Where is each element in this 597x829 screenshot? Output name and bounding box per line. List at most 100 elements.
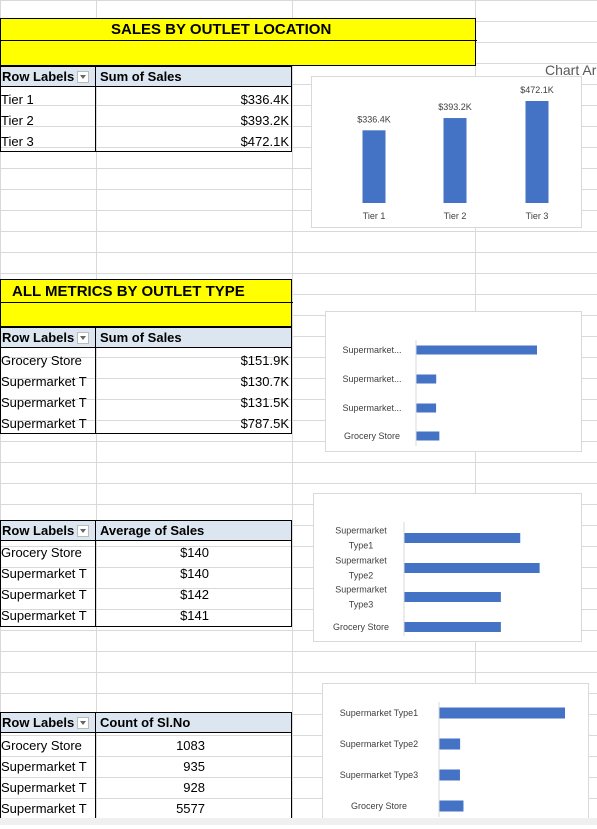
y-tick-label: Type1	[349, 541, 374, 551]
y-tick-label: Type3	[349, 600, 374, 610]
row-label: Supermarket T	[1, 608, 87, 623]
pivot-header: Row Labels Count of Sl.No	[0, 712, 292, 733]
chart-bar	[404, 622, 501, 632]
bar-chart-svg: Supermarket Type1 Supermarket Type2 Supermar…	[333, 522, 540, 636]
table-row[interactable]: Supermarket T $140	[0, 563, 292, 584]
pivot-divider	[95, 520, 96, 627]
row-label: Supermarket T	[1, 759, 87, 774]
table-row[interactable]: Tier 2 $393.2K	[0, 110, 292, 131]
row-value: $141	[180, 608, 209, 623]
table-row[interactable]: Supermarket T $130.7K	[0, 371, 292, 392]
chart-bar	[416, 403, 437, 413]
y-tick-label: Supermarket...	[342, 403, 401, 413]
chart-bar	[416, 431, 440, 441]
pivot-divider	[95, 712, 96, 822]
row-value: $336.4K	[240, 92, 289, 107]
pivot-body	[0, 347, 292, 434]
row-labels-header: Row Labels	[2, 330, 75, 345]
column-chart-svg: $336.4K Tier 1 $393.2K Tier 2 $472.1K Tier 3	[357, 85, 554, 221]
x-tick-label: Tier 3	[526, 211, 549, 221]
row-value: $393.2K	[240, 113, 289, 128]
row-labels-filter[interactable]: Row Labels	[2, 523, 90, 538]
y-tick-label: Supermarket	[335, 585, 387, 595]
bar-chart-svg: Supermarket Type1 Supermarket Type2 Superm…	[340, 702, 565, 817]
y-tick-label: Type2	[349, 571, 374, 581]
row-label: Tier 2	[1, 113, 34, 128]
table-row[interactable]: Grocery Store $140	[0, 542, 292, 563]
row-value: 5577	[176, 801, 205, 816]
y-tick-label: Supermarket	[335, 526, 387, 536]
row-label: Tier 3	[1, 134, 34, 149]
row-value: $472.1K	[240, 134, 289, 149]
row-value: 1083	[176, 738, 205, 753]
filter-dropdown-icon[interactable]	[77, 331, 90, 344]
bar-chart-average-sales-by-type[interactable]: Supermarket Type1 Supermarket Type2 Supermar…	[313, 493, 582, 642]
table-row[interactable]: Supermarket T $141	[0, 605, 292, 626]
table-row[interactable]: Supermarket T 935	[0, 756, 292, 777]
row-label: Tier 1	[1, 92, 34, 107]
chart-bar	[525, 101, 549, 203]
row-labels-filter[interactable]: Row Labels	[2, 330, 90, 345]
chart-bar	[404, 592, 501, 602]
value-header: Sum of Sales	[100, 330, 182, 345]
row-value: $131.5K	[240, 395, 289, 410]
table-row[interactable]: Supermarket T $131.5K	[0, 392, 292, 413]
row-labels-header: Row Labels	[2, 715, 75, 730]
table-row[interactable]: Tier 1 $336.4K	[0, 89, 292, 110]
row-label: Grocery Store	[1, 353, 82, 368]
chart-bar	[439, 738, 461, 750]
y-tick-label: Supermarket...	[342, 374, 401, 384]
value-header: Average of Sales	[100, 523, 205, 538]
value-header: Sum of Sales	[100, 69, 182, 84]
chart-bar	[443, 118, 467, 203]
column-chart-sales-by-tier[interactable]: $336.4K Tier 1 $393.2K Tier 2 $472.1K Tier 3	[311, 76, 582, 228]
horizontal-scrollbar[interactable]	[0, 818, 597, 825]
section-title: SALES BY OUTLET LOCATION	[111, 21, 332, 38]
row-label: Grocery Store	[1, 738, 82, 753]
y-tick-label: Grocery Store	[351, 801, 407, 811]
chart-area-tooltip: Chart Ar	[545, 62, 597, 78]
table-row[interactable]: Grocery Store 1083	[0, 735, 292, 756]
table-row[interactable]: Tier 3 $472.1K	[0, 131, 292, 152]
section-title-banner[interactable]: ALL METRICS BY OUTLET TYPE	[0, 279, 293, 327]
row-labels-header: Row Labels	[2, 69, 75, 84]
pivot-divider	[95, 327, 96, 434]
filter-dropdown-icon[interactable]	[77, 70, 90, 83]
pivot-body	[0, 86, 292, 152]
table-row[interactable]: Supermarket T 928	[0, 777, 292, 798]
row-value: $140	[180, 566, 209, 581]
table-row[interactable]: Supermarket T $142	[0, 584, 292, 605]
row-labels-filter[interactable]: Row Labels	[2, 715, 90, 730]
bar-chart-svg: Supermarket... Supermarket... Supermarket.…	[342, 340, 537, 446]
pivot-divider	[95, 66, 96, 152]
pivot-header: Row Labels Average of Sales	[0, 520, 292, 541]
row-value: $130.7K	[240, 374, 289, 389]
bar-chart-sum-sales-by-type[interactable]: Supermarket... Supermarket... Supermarket.…	[325, 311, 582, 452]
row-label: Supermarket T	[1, 416, 87, 431]
row-label: Supermarket T	[1, 587, 87, 602]
row-labels-filter[interactable]: Row Labels	[2, 69, 90, 84]
filter-dropdown-icon[interactable]	[77, 716, 90, 729]
row-value: $787.5K	[240, 416, 289, 431]
y-tick-label: Supermarket	[335, 556, 387, 566]
filter-dropdown-icon[interactable]	[77, 524, 90, 537]
pivot-header: Row Labels Sum of Sales	[0, 327, 292, 348]
bar-chart-count-by-type[interactable]: Supermarket Type1 Supermarket Type2 Superm…	[322, 683, 589, 823]
row-label: Supermarket T	[1, 374, 87, 389]
chart-bar	[362, 130, 386, 203]
chart-bar	[416, 345, 537, 355]
data-label: $393.2K	[438, 102, 472, 112]
y-tick-label: Supermarket...	[342, 345, 401, 355]
pivot-body	[0, 540, 292, 627]
table-row[interactable]: Supermarket T 5577	[0, 798, 292, 819]
section-title-banner[interactable]: SALES BY OUTLET LOCATION	[0, 18, 477, 66]
column-divider	[96, 0, 97, 825]
y-tick-label: Supermarket Type1	[340, 708, 418, 718]
y-tick-label: Grocery Store	[344, 431, 400, 441]
row-label: Supermarket T	[1, 801, 87, 816]
chart-bar	[416, 374, 437, 384]
row-value: 935	[183, 759, 205, 774]
table-row[interactable]: Grocery Store $151.9K	[0, 350, 292, 371]
table-row[interactable]: Supermarket T $787.5K	[0, 413, 292, 434]
x-tick-label: Tier 1	[363, 211, 386, 221]
